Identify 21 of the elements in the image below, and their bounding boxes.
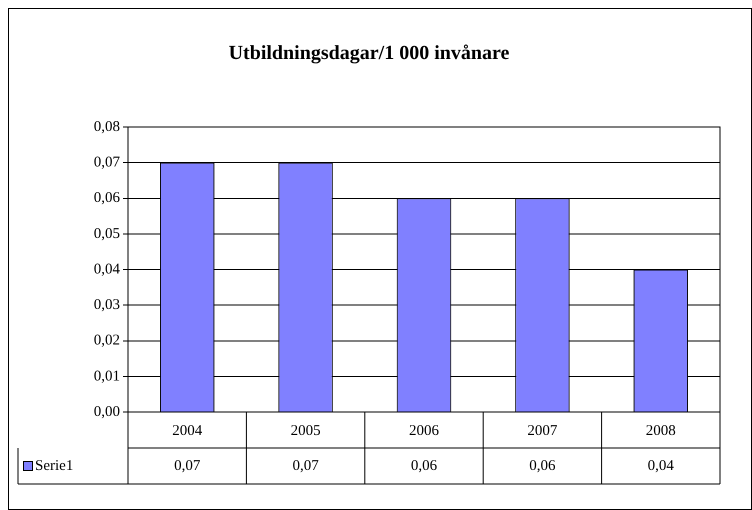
- y-tick-label: 0,06: [94, 190, 120, 206]
- text: 0,06: [410, 458, 438, 474]
- y-tick-label: 0,04: [94, 261, 120, 278]
- x-tick-label: 2005: [290, 422, 321, 439]
- y-tick-label: 0,02: [94, 332, 120, 349]
- text: 0,07: [174, 458, 200, 474]
- x-tick-label: 2008: [646, 422, 676, 439]
- text: 0,06: [529, 458, 556, 474]
- y-tick-label: 0,00: [94, 404, 120, 420]
- text: 0,04: [648, 458, 674, 474]
- y-tick-label: 0,07: [94, 154, 120, 171]
- legend-label: Serie1: [35, 458, 74, 474]
- y-tick-label: 0,05: [94, 226, 120, 242]
- chart-title: Utbildningsdagar/1 000 invånare: [228, 42, 510, 64]
- text: 0,07: [292, 458, 319, 474]
- x-tick-label: 2004: [172, 422, 203, 439]
- x-tick-label: 2007: [527, 422, 558, 439]
- y-tick-label: 0,08: [94, 118, 120, 135]
- y-tick-label: 0,03: [94, 297, 120, 314]
- y-tick-label: 0,01: [94, 368, 120, 384]
- x-tick-label: 2006: [409, 422, 440, 439]
